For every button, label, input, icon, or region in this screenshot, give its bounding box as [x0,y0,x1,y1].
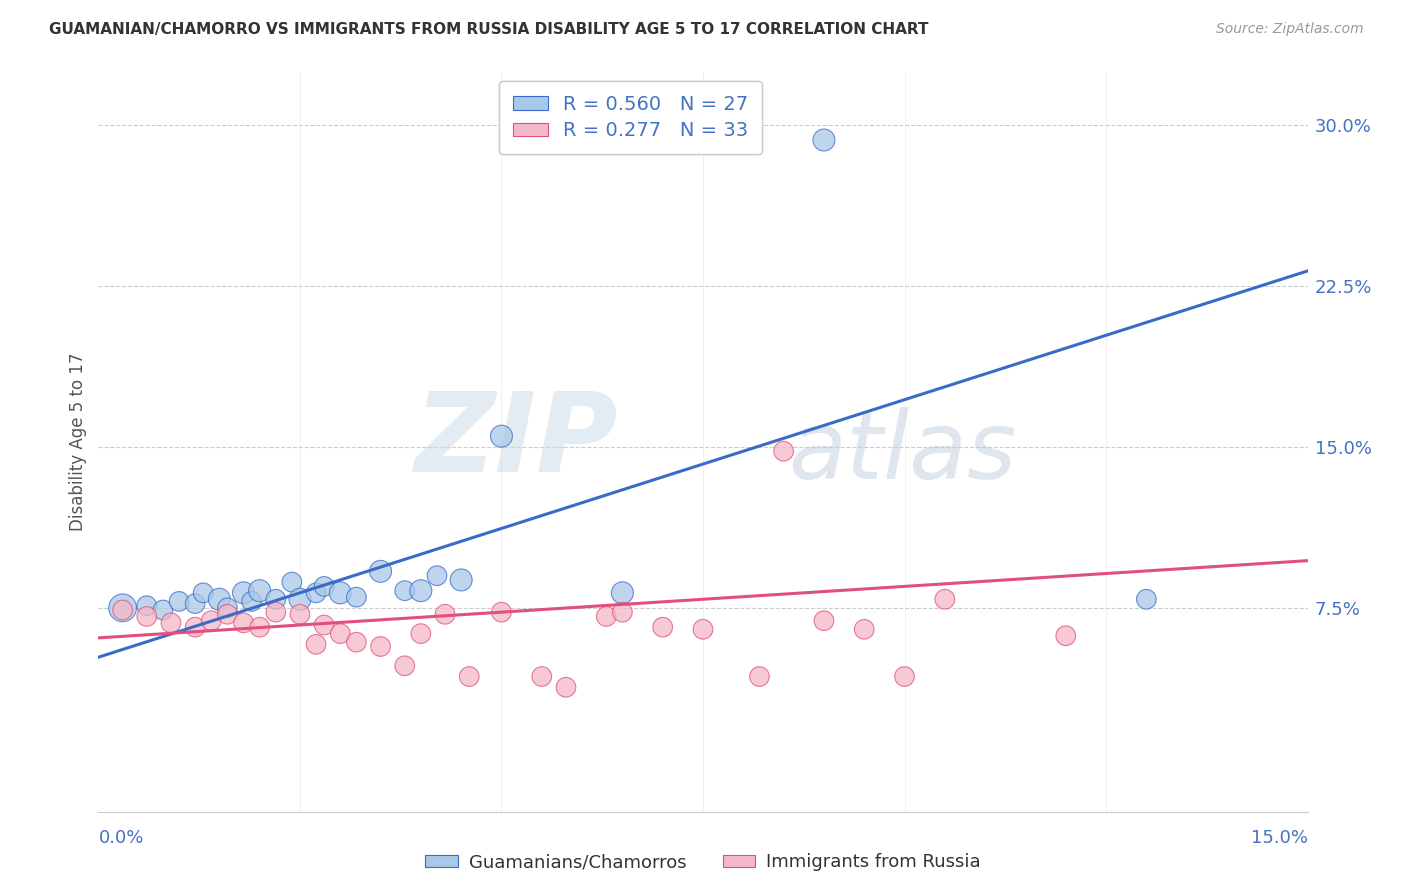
Point [651,620,673,634]
Point [853,623,876,637]
Point [281,575,304,590]
Point [184,597,207,611]
Point [772,444,794,458]
Point [612,605,634,619]
Point [167,594,190,608]
Point [288,607,311,622]
Point [184,620,207,634]
Point [491,429,513,443]
Point [394,583,416,598]
Point [370,565,392,579]
Legend: R = 0.560   N = 27, R = 0.277   N = 33: R = 0.560 N = 27, R = 0.277 N = 33 [499,81,762,154]
Text: 0.0%: 0.0% [98,829,143,847]
Point [458,669,481,683]
Point [249,620,271,634]
Point [344,590,367,604]
Point [232,615,254,630]
Point [217,607,239,622]
Point [305,586,328,600]
Point [1054,629,1077,643]
Point [434,607,457,622]
Legend: Guamanians/Chamorros, Immigrants from Russia: Guamanians/Chamorros, Immigrants from Ru… [418,847,988,879]
Point [314,579,336,593]
Point [394,658,416,673]
Point [111,600,134,615]
Point [305,637,328,651]
Point [344,635,367,649]
Text: atlas: atlas [787,407,1017,498]
Point [612,586,634,600]
Point [934,592,956,607]
Point [314,618,336,632]
Point [409,626,432,640]
Point [152,603,174,617]
Point [748,669,770,683]
Point [893,669,915,683]
Text: ZIP: ZIP [415,388,619,495]
Point [240,594,263,608]
Y-axis label: Disability Age 5 to 17: Disability Age 5 to 17 [69,352,87,531]
Point [217,600,239,615]
Point [1135,592,1157,607]
Point [208,592,231,607]
Point [135,609,157,624]
Point [595,609,617,624]
Point [249,583,271,598]
Point [288,592,311,607]
Text: 15.0%: 15.0% [1250,829,1308,847]
Point [409,583,432,598]
Point [813,614,835,628]
Point [264,605,287,619]
Point [813,133,835,147]
Point [264,592,287,607]
Point [426,568,449,582]
Point [200,614,222,628]
Point [450,573,472,587]
Point [232,586,254,600]
Point [530,669,553,683]
Point [555,680,578,694]
Point [370,640,392,654]
Point [329,626,352,640]
Text: Source: ZipAtlas.com: Source: ZipAtlas.com [1216,22,1364,37]
Point [193,586,215,600]
Point [329,586,352,600]
Point [135,599,157,613]
Point [160,615,183,630]
Point [692,623,714,637]
Point [111,603,134,617]
Text: GUAMANIAN/CHAMORRO VS IMMIGRANTS FROM RUSSIA DISABILITY AGE 5 TO 17 CORRELATION : GUAMANIAN/CHAMORRO VS IMMIGRANTS FROM RU… [49,22,929,37]
Point [491,605,513,619]
